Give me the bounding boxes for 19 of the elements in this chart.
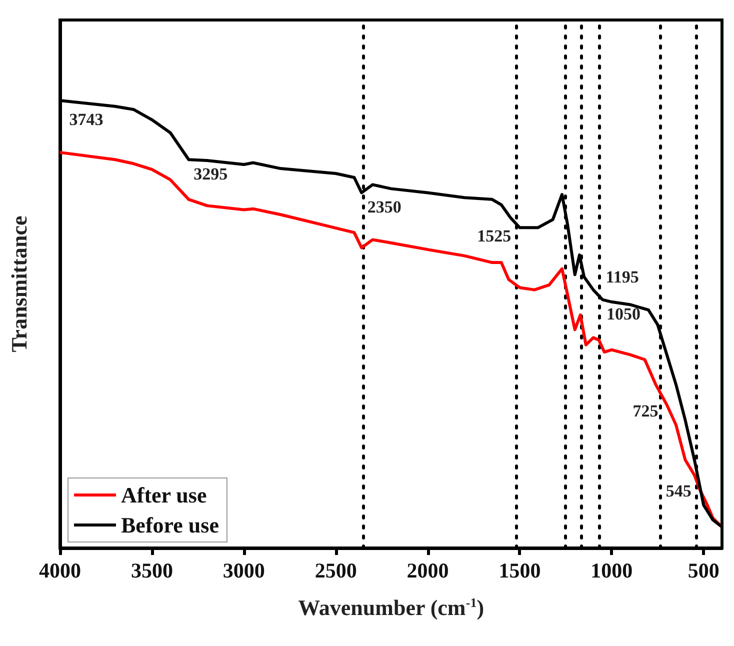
y-axis-title: Transmittance — [6, 216, 32, 352]
legend-label: Before use — [121, 512, 220, 538]
x-tick-label: 1500 — [498, 558, 541, 582]
x-tick-label: 3000 — [222, 558, 265, 582]
legend-label: After use — [121, 482, 207, 508]
x-tick-label: 1000 — [590, 558, 633, 582]
x-tick-label: 4000 — [39, 558, 81, 582]
annotation: 1525 — [477, 226, 512, 246]
annotation: 1050 — [606, 304, 640, 324]
x-tick-label: 500 — [688, 558, 720, 582]
annotation: 3295 — [194, 164, 228, 184]
annotation: 3743 — [69, 110, 104, 130]
x-tick-label: 3500 — [130, 558, 173, 582]
annotation: 725 — [632, 401, 658, 420]
annotation: 2350 — [367, 198, 402, 217]
annotation: 545 — [666, 481, 692, 500]
x-tick-label: 2000 — [406, 558, 449, 582]
x-tick-label: 2500 — [314, 558, 357, 582]
annotation: 1195 — [606, 268, 639, 287]
